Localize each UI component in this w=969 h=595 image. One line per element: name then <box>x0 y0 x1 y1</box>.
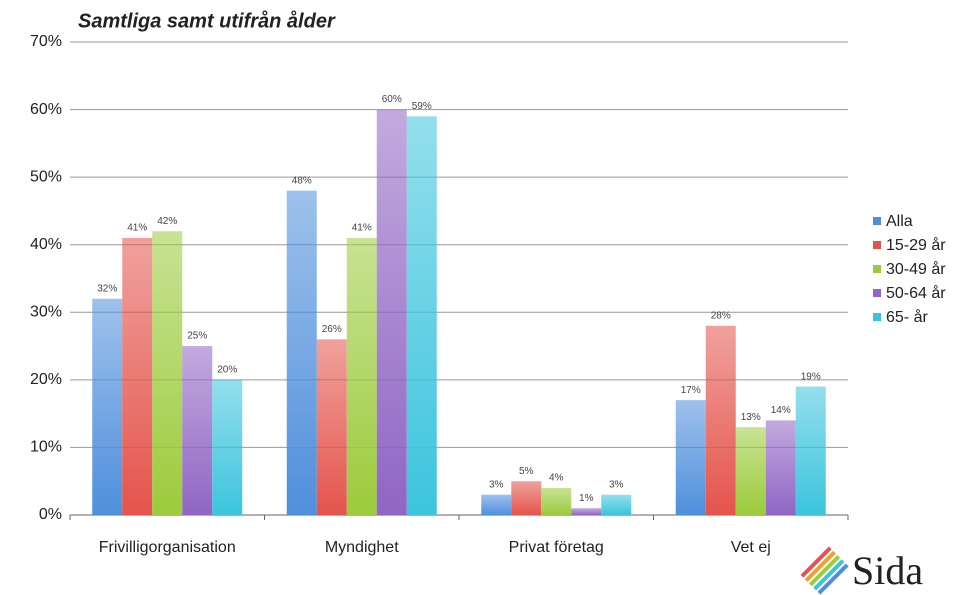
bar <box>765 420 796 515</box>
bar <box>92 298 123 515</box>
bar <box>601 494 632 515</box>
bar <box>511 481 542 515</box>
x-tick-label: Vet ej <box>731 539 771 556</box>
y-tick-label: 60% <box>30 101 62 118</box>
bar <box>346 237 377 515</box>
bar <box>286 190 317 515</box>
legend-label: 65- år <box>886 308 928 326</box>
y-tick-label: 20% <box>30 371 62 388</box>
value-label: 5% <box>519 466 534 477</box>
bar <box>122 237 153 515</box>
value-label: 14% <box>771 405 791 416</box>
value-label: 60% <box>382 94 402 105</box>
bar <box>481 494 512 515</box>
chart-title: Samtliga samt utifrån ålder <box>78 9 336 32</box>
bar <box>316 339 347 515</box>
value-label: 42% <box>157 216 177 227</box>
bar <box>571 508 602 515</box>
bar <box>152 231 183 515</box>
legend-swatch <box>873 241 881 249</box>
value-label: 25% <box>187 331 207 342</box>
value-label: 17% <box>681 385 701 396</box>
logo: Sida <box>800 546 923 595</box>
x-tick-label: Frivilligorganisation <box>99 539 236 556</box>
value-label: 26% <box>322 324 342 335</box>
value-label: 13% <box>741 412 761 423</box>
value-label: 3% <box>609 479 624 490</box>
bar <box>735 427 766 515</box>
x-tick-label: Myndighet <box>325 539 399 556</box>
y-tick-label: 30% <box>30 304 62 321</box>
legend-label: 50-64 år <box>886 284 946 302</box>
value-label: 3% <box>489 479 504 490</box>
legend-swatch <box>873 217 881 225</box>
bar <box>406 116 437 515</box>
legend-label: Alla <box>886 213 913 230</box>
y-tick-label: 10% <box>30 439 62 456</box>
legend-swatch <box>873 265 881 273</box>
legend-label: 15-29 år <box>886 236 946 254</box>
legend-label: 30-49 år <box>886 260 946 278</box>
bar <box>212 379 243 515</box>
bar <box>705 325 736 515</box>
x-tick-label: Privat företag <box>509 539 604 556</box>
value-label: 28% <box>711 310 731 321</box>
value-label: 19% <box>801 371 821 382</box>
y-tick-label: 50% <box>30 168 62 185</box>
value-label: 4% <box>549 473 564 484</box>
y-tick-label: 0% <box>39 506 62 523</box>
value-label: 20% <box>217 364 237 375</box>
value-label: 32% <box>97 283 117 294</box>
legend-swatch <box>873 313 881 321</box>
value-label: 1% <box>579 493 594 504</box>
value-label: 41% <box>352 223 372 234</box>
legend-swatch <box>873 289 881 297</box>
y-tick-label: 70% <box>30 33 62 50</box>
value-label: 41% <box>127 223 147 234</box>
bar <box>182 346 213 515</box>
logo-icon <box>800 546 849 595</box>
bar <box>675 400 706 515</box>
value-label: 59% <box>412 101 432 112</box>
bar <box>376 109 407 516</box>
logo-text: Sida <box>852 548 923 593</box>
bar <box>795 386 826 515</box>
value-label: 48% <box>292 175 312 186</box>
bar <box>541 487 572 515</box>
y-tick-label: 40% <box>30 236 62 253</box>
